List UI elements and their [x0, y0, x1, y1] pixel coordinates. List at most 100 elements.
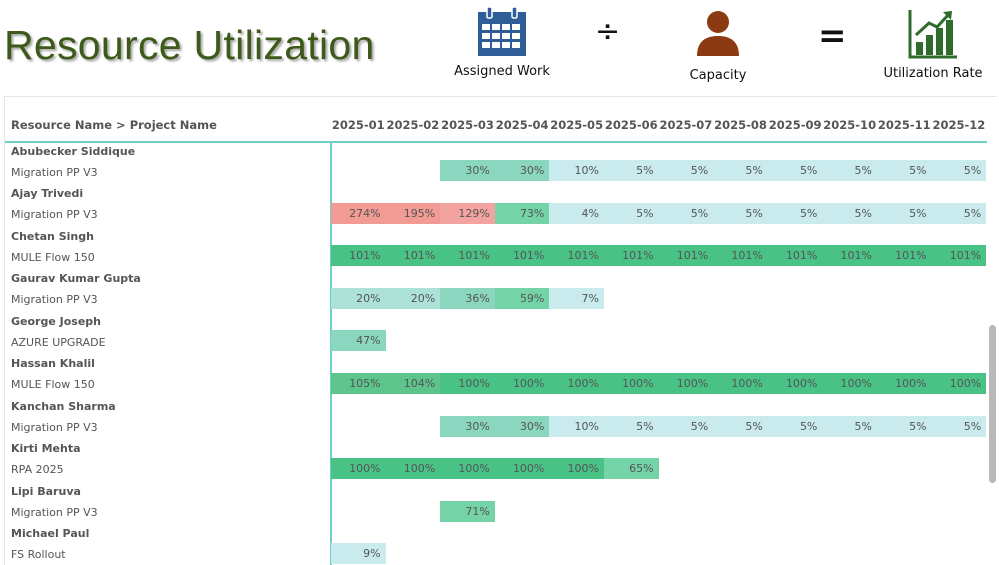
column-header-month[interactable]: 2025-05	[550, 118, 604, 132]
project-name[interactable]: Migration PP V3	[11, 421, 98, 434]
utilization-cell[interactable]: 104%	[385, 373, 441, 394]
utilization-cell[interactable]: 100%	[494, 373, 550, 394]
utilization-cell[interactable]: 20%	[331, 287, 386, 309]
utilization-cell[interactable]: 100%	[822, 373, 877, 394]
utilization-cell[interactable]: 30%	[494, 415, 550, 437]
project-name[interactable]: FS Rollout	[11, 548, 66, 561]
column-header-month[interactable]: 2025-03	[441, 118, 494, 132]
utilization-cell[interactable]: 30%	[440, 160, 495, 181]
utilization-cell[interactable]: 20%	[385, 287, 441, 309]
project-name[interactable]: Migration PP V3	[11, 293, 98, 306]
utilization-cell[interactable]: 101%	[385, 245, 441, 267]
utilization-cell[interactable]: 5%	[604, 415, 659, 437]
resource-name[interactable]: Hassan Khalil	[11, 357, 95, 370]
resource-name[interactable]: Kirti Mehta	[11, 442, 81, 455]
utilization-cell[interactable]: 5%	[767, 202, 823, 224]
utilization-cell[interactable]: 101%	[331, 245, 386, 267]
utilization-cell[interactable]: 30%	[494, 160, 550, 181]
utilization-cell[interactable]: 5%	[931, 160, 987, 181]
column-header-month[interactable]: 2025-12	[932, 118, 986, 132]
utilization-cell[interactable]: 100%	[877, 373, 932, 394]
resource-name[interactable]: Chetan Singh	[11, 230, 94, 243]
column-header-month[interactable]: 2025-07	[659, 118, 713, 132]
project-name[interactable]: RPA 2025	[11, 463, 64, 476]
project-name[interactable]: Migration PP V3	[11, 166, 98, 179]
utilization-cell[interactable]: 129%	[440, 202, 495, 224]
utilization-cell[interactable]: 47%	[331, 330, 386, 352]
utilization-cell[interactable]: 100%	[385, 458, 441, 480]
utilization-cell[interactable]: 5%	[822, 160, 877, 181]
utilization-cell[interactable]: 100%	[549, 373, 604, 394]
utilization-cell[interactable]: 5%	[658, 160, 714, 181]
utilization-cell[interactable]: 195%	[385, 202, 441, 224]
utilization-cell[interactable]: 101%	[931, 245, 987, 267]
column-header-resource[interactable]: Resource Name > Project Name	[11, 118, 217, 132]
utilization-cell[interactable]: 100%	[440, 458, 495, 480]
column-header-month[interactable]: 2025-01	[331, 118, 385, 132]
utilization-cell[interactable]: 101%	[604, 245, 659, 267]
utilization-cell[interactable]: 100%	[931, 373, 987, 394]
utilization-cell[interactable]: 30%	[440, 415, 495, 437]
utilization-cell[interactable]: 5%	[767, 160, 823, 181]
column-header-month[interactable]: 2025-08	[714, 118, 767, 132]
utilization-cell[interactable]: 59%	[494, 287, 550, 309]
utilization-cell[interactable]: 5%	[877, 202, 932, 224]
column-header-month[interactable]: 2025-04	[495, 118, 549, 132]
utilization-cell[interactable]: 5%	[822, 202, 877, 224]
project-name[interactable]: Migration PP V3	[11, 208, 98, 221]
resource-name[interactable]: Abubecker Siddique	[11, 145, 136, 158]
utilization-cell[interactable]: 100%	[767, 373, 823, 394]
column-header-month[interactable]: 2025-06	[604, 118, 658, 132]
utilization-cell[interactable]: 10%	[549, 160, 604, 181]
project-name[interactable]: MULE Flow 150	[11, 378, 95, 391]
utilization-cell[interactable]: 5%	[658, 202, 714, 224]
resource-name[interactable]: Michael Paul	[11, 527, 90, 540]
column-header-month[interactable]: 2025-09	[768, 118, 822, 132]
utilization-cell[interactable]: 100%	[713, 373, 768, 394]
utilization-cell[interactable]: 73%	[494, 202, 550, 224]
resource-name[interactable]: Ajay Trivedi	[11, 187, 84, 200]
utilization-cell[interactable]: 100%	[604, 373, 659, 394]
utilization-cell[interactable]: 100%	[494, 458, 550, 480]
resource-name[interactable]: Lipi Baruva	[11, 485, 81, 498]
utilization-cell[interactable]: 101%	[658, 245, 714, 267]
utilization-cell[interactable]: 71%	[440, 500, 495, 522]
utilization-cell[interactable]: 101%	[877, 245, 932, 267]
utilization-cell[interactable]: 36%	[440, 287, 495, 309]
utilization-cell[interactable]: 105%	[331, 373, 386, 394]
utilization-cell[interactable]: 5%	[822, 415, 877, 437]
vertical-scrollbar[interactable]	[989, 325, 996, 483]
utilization-cell[interactable]: 7%	[549, 287, 604, 309]
resource-name[interactable]: Kanchan Sharma	[11, 400, 116, 413]
utilization-cell[interactable]: 10%	[549, 415, 604, 437]
utilization-cell[interactable]: 5%	[604, 202, 659, 224]
utilization-cell[interactable]: 101%	[440, 245, 495, 267]
resource-name[interactable]: George Joseph	[11, 315, 101, 328]
utilization-cell[interactable]: 5%	[713, 415, 768, 437]
utilization-cell[interactable]: 5%	[877, 160, 932, 181]
utilization-cell[interactable]: 101%	[713, 245, 768, 267]
utilization-cell[interactable]: 101%	[494, 245, 550, 267]
utilization-cell[interactable]: 5%	[658, 415, 714, 437]
utilization-cell[interactable]: 5%	[767, 415, 823, 437]
utilization-cell[interactable]: 100%	[331, 458, 386, 480]
utilization-cell[interactable]: 5%	[931, 415, 987, 437]
utilization-cell[interactable]: 100%	[549, 458, 604, 480]
project-name[interactable]: MULE Flow 150	[11, 251, 95, 264]
utilization-cell[interactable]: 100%	[658, 373, 714, 394]
project-name[interactable]: Migration PP V3	[11, 506, 98, 519]
utilization-cell[interactable]: 101%	[767, 245, 823, 267]
utilization-cell[interactable]: 5%	[604, 160, 659, 181]
resource-name[interactable]: Gaurav Kumar Gupta	[11, 272, 141, 285]
utilization-cell[interactable]: 5%	[713, 160, 768, 181]
utilization-cell[interactable]: 274%	[331, 202, 386, 224]
utilization-cell[interactable]: 5%	[877, 415, 932, 437]
utilization-cell[interactable]: 101%	[822, 245, 877, 267]
utilization-cell[interactable]: 4%	[549, 202, 604, 224]
column-header-month[interactable]: 2025-10	[823, 118, 877, 132]
column-header-month[interactable]: 2025-02	[386, 118, 440, 132]
utilization-cell[interactable]: 100%	[440, 373, 495, 394]
utilization-cell[interactable]: 101%	[549, 245, 604, 267]
utilization-cell[interactable]: 5%	[931, 202, 987, 224]
utilization-cell[interactable]: 9%	[331, 543, 386, 565]
